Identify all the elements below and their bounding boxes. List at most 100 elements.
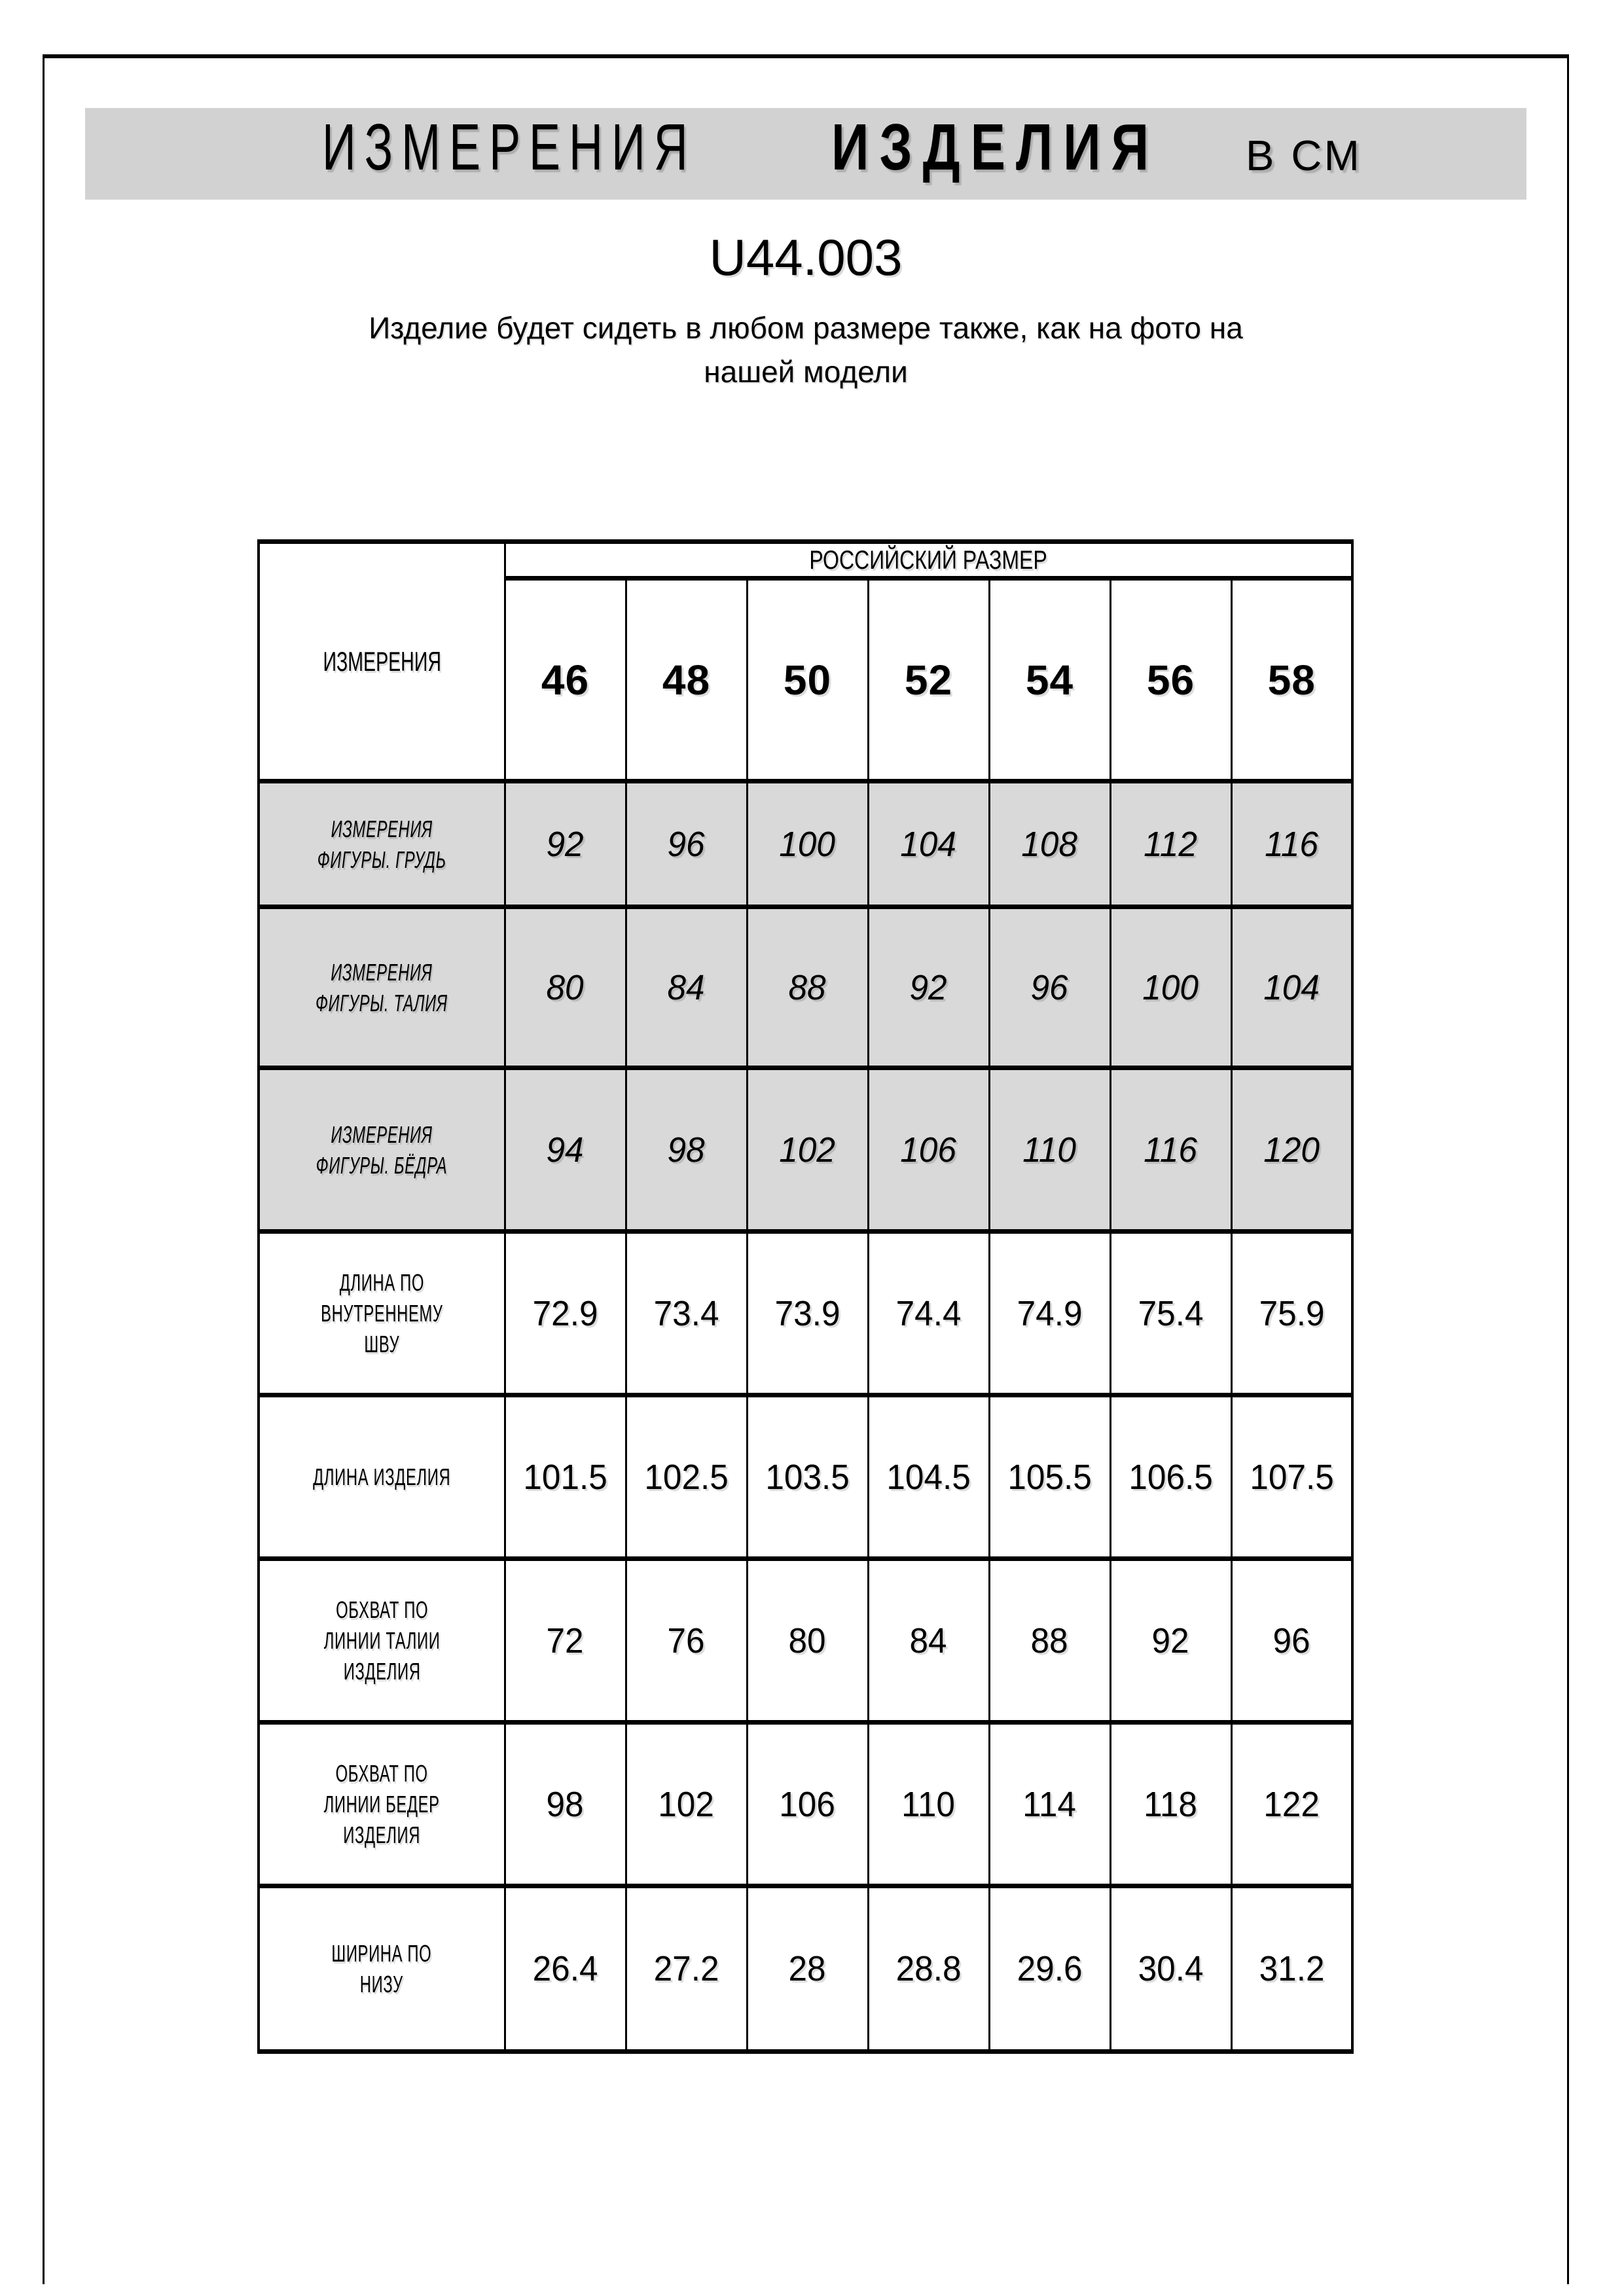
measurement-value: 29.6 [1017,1949,1083,1988]
value-cell: 116 [1109,1066,1233,1234]
table-row: ИЗМЕРЕНИЯ ФИГУРЫ. БЁДРА 94 98 102 106 110 116 1… [257,1066,1354,1234]
value-cell: 80 [503,905,627,1070]
value-cell: 76 [624,1556,748,1725]
size-column-header: 46 [503,576,627,783]
value-cell: 100 [1109,905,1233,1070]
measurement-value: 96 [1030,967,1069,1007]
value-cell: 88 [988,1556,1111,1725]
table-row: ДЛИНА ИЗДЕЛИЯ 101.5 102.5 103.5 104.5 105.5 10… [257,1393,1354,1561]
measurement-value: 84 [909,1621,948,1660]
value-cell: 26.4 [503,1884,627,2054]
measurement-value: 103.5 [765,1457,850,1497]
value-cell: 75.4 [1109,1229,1233,1397]
title-word-product: ИЗДЕЛИЯ [831,111,1160,184]
measurement-value: 106 [779,1784,836,1824]
measurement-value: 98 [667,1130,706,1170]
russian-size-header-label: РОССИЙСКИЙ РАЗМЕР [809,545,1047,575]
measurement-value: 100 [779,824,836,864]
row-label-cell: ДЛИНА ПО ВНУТРЕННЕМУ ШВУ [257,1229,506,1397]
measurement-value: 75.9 [1259,1293,1325,1333]
value-cell: 114 [988,1720,1111,1888]
value-cell: 122 [1230,1720,1354,1888]
measurement-value: 96 [667,824,706,864]
size-value: 54 [1025,656,1074,704]
row-label: ИЗМЕРЕНИЯ ФИГУРЫ. ТАЛИЯ [316,958,448,1016]
measurement-value: 120 [1263,1130,1320,1170]
measurement-value: 116 [1265,824,1319,864]
size-column-header: 58 [1230,576,1354,783]
title-unit-cm: В СМ [1246,132,1362,179]
measurement-value: 96 [1272,1621,1310,1660]
value-cell: 120 [1230,1066,1354,1234]
size-chart-table: ИЗМЕРЕНИЯ РОССИЙСКИЙ РАЗМЕР 46 48 50 52 54 56… [257,539,1354,2054]
row-label-cell: ДЛИНА ИЗДЕЛИЯ [257,1393,506,1561]
value-cell: 103.5 [746,1393,869,1561]
table-row: ИЗМЕРЕНИЯ ФИГУРЫ. ТАЛИЯ 80 84 88 92 96 100 104 [257,905,1354,1070]
measurement-value: 94 [546,1130,585,1170]
value-cell: 105.5 [988,1393,1111,1561]
measurement-value: 80 [546,967,585,1007]
row-label: ОБХВАТ ПО ЛИНИИ БЕДЕР ИЗДЕЛИЯ [323,1760,440,1848]
value-cell: 112 [1109,779,1233,909]
value-cell: 28 [746,1884,869,2054]
measurements-header-label: ИЗМЕРЕНИЯ [323,645,441,677]
measurement-value: 92 [546,824,585,864]
measurement-value: 30.4 [1138,1949,1204,1988]
measurement-value: 98 [546,1784,585,1824]
value-cell: 118 [1109,1720,1233,1888]
value-cell: 102.5 [624,1393,748,1561]
measurement-value: 104 [1263,967,1320,1007]
value-cell: 72 [503,1556,627,1725]
value-cell: 74.9 [988,1229,1111,1397]
sizes-row: 46 48 50 52 54 56 58 [259,576,1354,783]
value-cell: 88 [746,905,869,1070]
value-cell: 104 [867,779,990,909]
measurement-value: 72.9 [532,1293,598,1333]
value-cell: 116 [1230,779,1354,909]
measurement-value: 88 [788,967,827,1007]
value-cell: 72.9 [503,1229,627,1397]
value-cell: 92 [867,905,990,1070]
value-cell: 102 [746,1066,869,1234]
measurement-value: 31.2 [1259,1949,1325,1988]
size-column-header: 50 [746,576,869,783]
measurement-value: 27.2 [653,1949,719,1988]
value-cell: 29.6 [988,1884,1111,2054]
measurement-value: 112 [1144,824,1198,864]
title-bar: ИЗМЕРЕНИЯ ИЗДЕЛИЯ В СМ [85,108,1526,200]
row-label-cell: ОБХВАТ ПО ЛИНИИ ТАЛИИ ИЗДЕЛИЯ [257,1556,506,1725]
measurement-value: 102.5 [644,1457,729,1497]
value-cell: 73.9 [746,1229,869,1397]
group-header-row: ИЗМЕРЕНИЯ РОССИЙСКИЙ РАЗМЕР [257,539,1354,783]
measurement-value: 92 [1151,1621,1190,1660]
size-value: 52 [904,656,953,704]
value-cell: 98 [503,1720,627,1888]
value-cell: 92 [503,779,627,909]
measurement-value: 106.5 [1128,1457,1213,1497]
row-label: ДЛИНА ПО ВНУТРЕННЕМУ ШВУ [320,1269,443,1357]
value-cell: 74.4 [867,1229,990,1397]
value-cell: 84 [867,1556,990,1725]
row-label: ОБХВАТ ПО ЛИНИИ ТАЛИИ ИЗДЕЛИЯ [323,1596,441,1685]
value-cell: 28.8 [867,1884,990,2054]
size-value: 58 [1267,656,1316,704]
measurement-value: 118 [1144,1784,1198,1824]
measurement-value: 104 [900,824,957,864]
measurement-value: 108 [1021,824,1078,864]
value-cell: 110 [988,1066,1111,1234]
size-column-header: 52 [867,576,990,783]
value-cell: 96 [988,905,1111,1070]
measurement-value: 26.4 [532,1949,598,1988]
value-cell: 30.4 [1109,1884,1233,2054]
product-code: U44.003 [709,228,903,286]
size-value: 46 [541,656,590,704]
value-cell: 94 [503,1066,627,1234]
value-cell: 107.5 [1230,1393,1354,1561]
measurement-value: 75.4 [1138,1293,1204,1333]
value-cell: 106 [867,1066,990,1234]
value-cell: 73.4 [624,1229,748,1397]
fit-note: Изделие будет сидеть в любом размере так… [369,311,1243,389]
value-cell: 108 [988,779,1111,909]
measurement-value: 74.9 [1017,1293,1083,1333]
